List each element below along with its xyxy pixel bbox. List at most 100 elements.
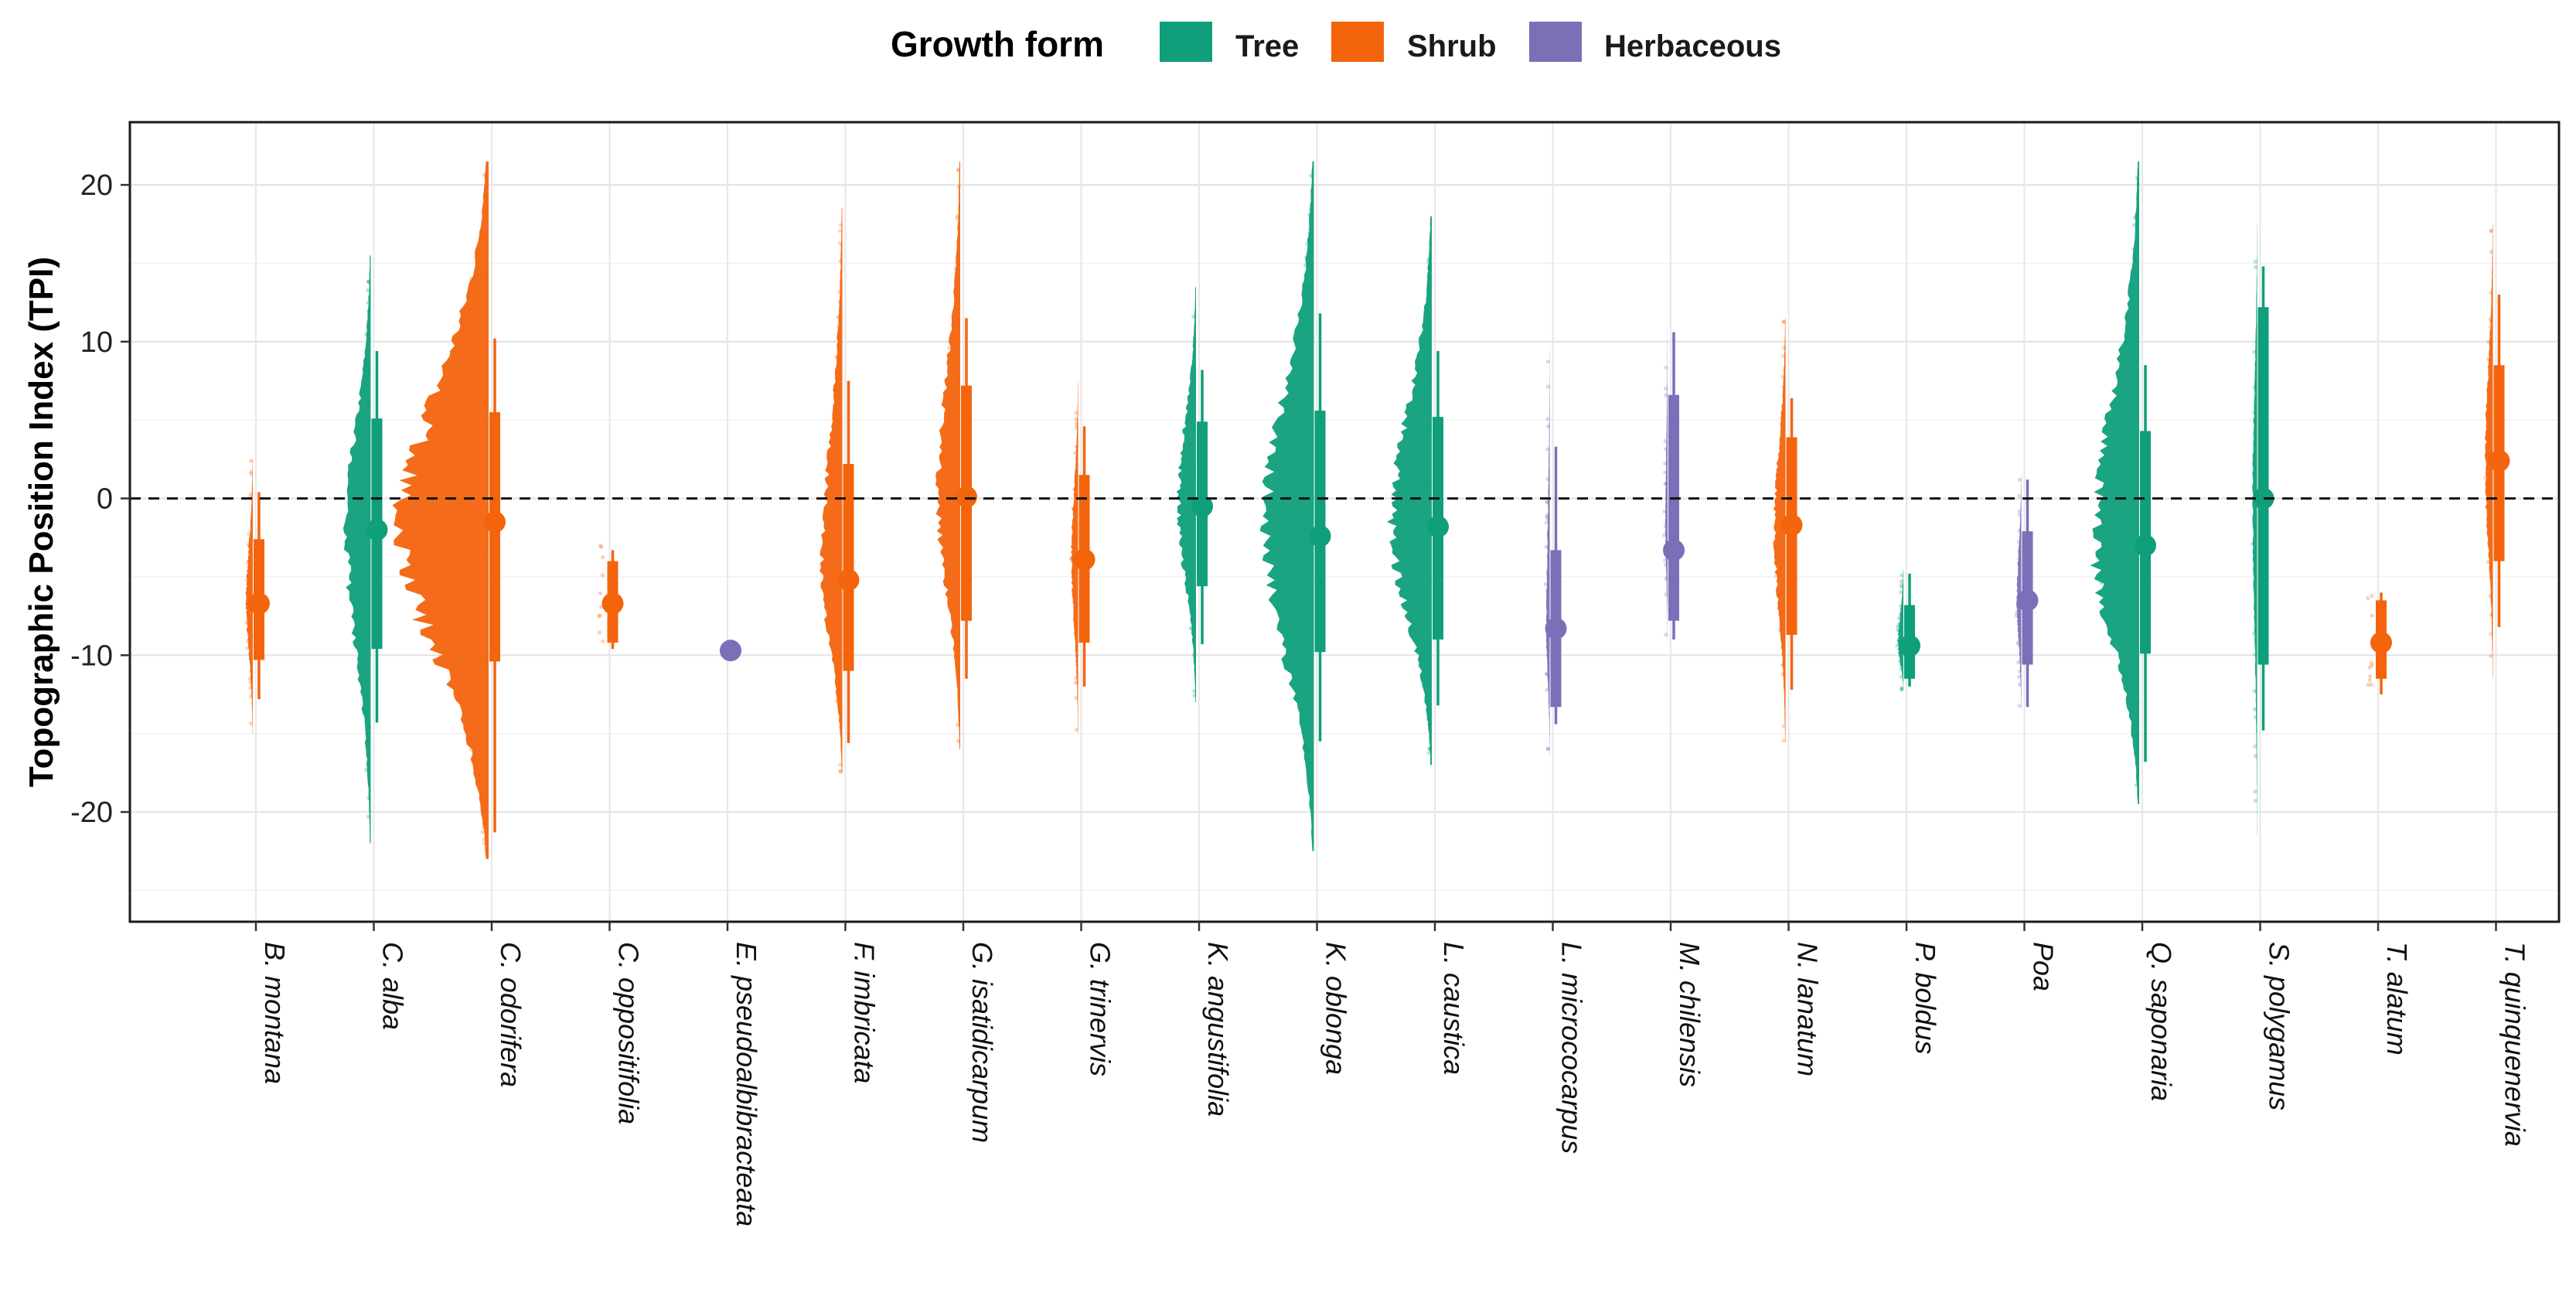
y-tick-label: 10 <box>80 326 113 359</box>
raw-point <box>941 547 946 553</box>
raw-point <box>366 725 371 729</box>
raw-point <box>1282 428 1286 433</box>
raw-point <box>1396 481 1402 486</box>
raw-point <box>482 202 486 206</box>
x-tick-label: N. lanatum <box>1792 942 1824 1076</box>
raw-point <box>366 288 370 292</box>
raw-point <box>837 241 843 246</box>
raw-point <box>483 657 488 662</box>
raw-point <box>2132 223 2137 227</box>
raw-point <box>1069 557 1074 561</box>
raw-point <box>459 383 464 387</box>
raw-point <box>1780 671 1785 677</box>
raw-point <box>2124 542 2128 547</box>
raw-point <box>838 229 843 234</box>
raw-point <box>246 588 250 593</box>
raw-point <box>1307 227 1312 232</box>
raw-point <box>1776 461 1780 466</box>
raw-point <box>1664 365 1668 370</box>
raw-point <box>1425 343 1429 347</box>
data-layer <box>130 161 2559 859</box>
raw-point <box>836 324 840 329</box>
raw-point <box>1428 374 1433 379</box>
raw-point <box>365 418 370 423</box>
raw-point <box>1191 374 1196 379</box>
species-p-boldus <box>1895 568 1920 692</box>
raw-point <box>362 375 366 380</box>
raw-point <box>482 654 486 659</box>
raw-point <box>482 841 486 846</box>
raw-point <box>2253 653 2257 657</box>
raw-point <box>1545 447 1550 452</box>
raw-point <box>2125 585 2130 590</box>
raw-point <box>1300 730 1305 735</box>
raw-point <box>1309 283 1314 288</box>
raw-point <box>1780 610 1784 615</box>
raw-point <box>1777 628 1782 633</box>
raw-point <box>1781 319 1786 324</box>
raw-point <box>247 578 252 583</box>
raw-point <box>2131 709 2135 714</box>
raw-point <box>1414 388 1419 393</box>
raw-point <box>598 544 603 548</box>
raw-point <box>2131 702 2135 708</box>
median-point <box>484 511 506 533</box>
raw-point <box>441 642 445 646</box>
raw-point <box>356 428 361 433</box>
raw-point <box>600 573 605 578</box>
raw-point <box>484 329 489 334</box>
x-tick-label: M. chilensis <box>1674 942 1705 1087</box>
species-m-chilensis <box>1661 326 1685 643</box>
violin-density <box>1773 318 1786 742</box>
raw-point <box>1409 513 1414 518</box>
raw-point <box>2367 678 2372 683</box>
x-tick-label: P. boldus <box>1910 942 1941 1054</box>
raw-point <box>1427 721 1432 726</box>
raw-point <box>2133 733 2138 738</box>
raw-point <box>2252 632 2257 636</box>
raw-point <box>1780 663 1784 667</box>
raw-point <box>825 544 830 549</box>
raw-point <box>956 185 961 189</box>
raw-point <box>2489 228 2493 233</box>
raw-point <box>1276 538 1281 543</box>
raw-point <box>1191 469 1196 473</box>
raw-point <box>1545 747 1550 752</box>
median-point <box>1663 539 1685 561</box>
raw-point <box>1780 513 1784 518</box>
raw-point <box>463 404 469 409</box>
raw-point <box>950 329 956 334</box>
raw-point <box>473 715 479 720</box>
violin-density <box>342 255 371 844</box>
raw-point <box>2133 259 2138 264</box>
raw-point <box>1423 309 1427 314</box>
raw-point <box>1191 350 1196 355</box>
raw-point <box>1545 384 1550 389</box>
raw-point <box>245 646 250 650</box>
raw-point <box>468 476 472 480</box>
raw-point <box>2252 385 2257 390</box>
raw-point <box>597 630 602 635</box>
raw-point <box>481 825 486 830</box>
raw-point <box>1298 426 1303 431</box>
raw-point <box>838 223 843 227</box>
raw-point <box>459 321 464 326</box>
x-tick-label: L. caustica <box>1438 942 1470 1075</box>
raw-point <box>247 616 252 621</box>
raw-point <box>431 461 436 466</box>
raw-point <box>2489 290 2493 295</box>
raw-point <box>1781 724 1786 729</box>
raw-point <box>836 683 840 687</box>
species-l-caustica <box>1386 216 1449 766</box>
raw-point <box>2128 323 2132 328</box>
raw-point <box>361 435 366 440</box>
raw-point <box>2251 556 2256 561</box>
iqr-bar <box>489 412 500 662</box>
raw-point <box>440 426 445 431</box>
raw-point <box>1897 660 1902 664</box>
raw-point <box>1425 692 1429 697</box>
raw-point <box>1545 477 1550 482</box>
species-s-polygamus <box>2251 223 2274 836</box>
raw-point <box>1310 761 1314 766</box>
